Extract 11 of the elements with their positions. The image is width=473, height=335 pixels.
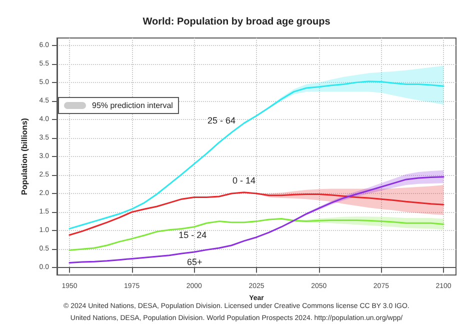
series-label: 15 - 24: [178, 230, 207, 240]
series-label: 25 - 64: [208, 115, 236, 126]
key-box: 95% prediction interval: [58, 97, 179, 114]
line-series: [68, 80, 444, 230]
line-series: [68, 218, 444, 251]
series-label: 65+: [186, 256, 202, 267]
chart-title: World: Population by broad age groups: [142, 16, 331, 28]
series-label: 0 - 14: [232, 175, 256, 186]
annotation: 95% prediction interval: [92, 101, 173, 110]
y-axis-title: Population (billions): [20, 118, 29, 195]
line-series: [68, 176, 444, 264]
